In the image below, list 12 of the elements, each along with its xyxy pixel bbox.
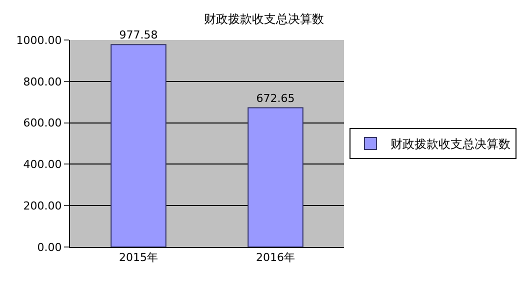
y-tick-label: 600.00 — [23, 116, 62, 130]
data-label: 977.58 — [119, 28, 158, 42]
y-tick-label: 800.00 — [23, 75, 62, 88]
y-tick-label: 1000.00 — [16, 34, 62, 47]
y-tick-label: 200.00 — [23, 199, 62, 212]
y-tick-label: 0.00 — [37, 240, 62, 254]
legend-label: 财政拨款收支总决算数 — [390, 137, 510, 152]
chart-title: 财政拨款收支总决算数 — [204, 12, 324, 26]
data-label: 672.65 — [256, 92, 295, 105]
x-tick-label: 2015年 — [119, 251, 158, 264]
y-tick-label: 400.00 — [23, 158, 62, 172]
x-tick-label: 2016年 — [256, 251, 295, 264]
